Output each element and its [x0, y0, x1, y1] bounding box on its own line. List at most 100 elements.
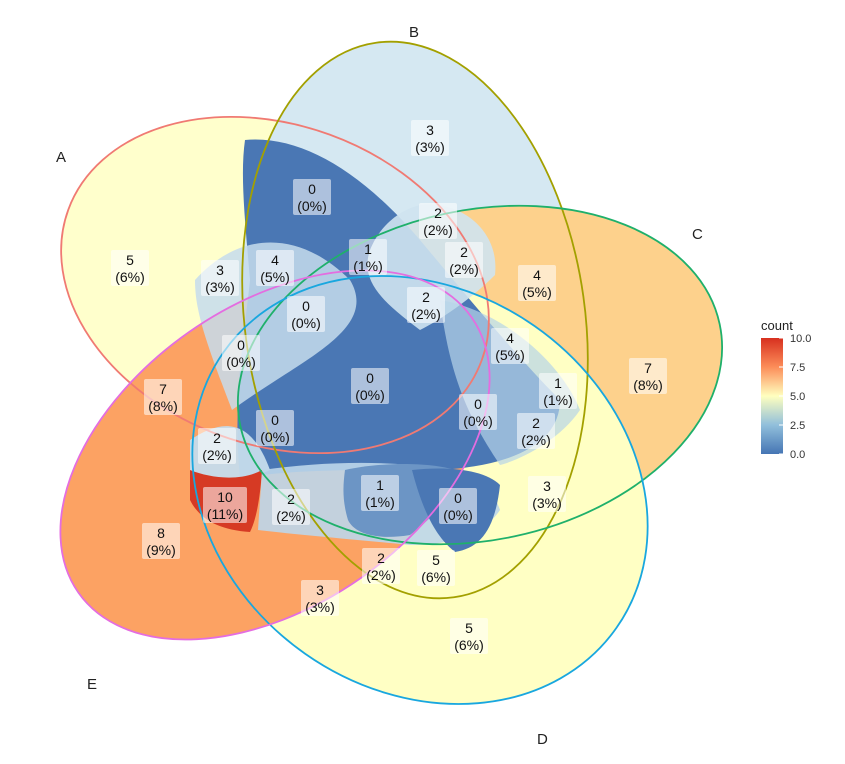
region-percent: (2%) — [411, 306, 441, 322]
region-label-ad: 4(5%) — [256, 250, 294, 286]
region-label-box — [222, 335, 260, 371]
region-count: 5 — [432, 552, 440, 568]
region-percent: (2%) — [423, 222, 453, 238]
region-percent: (0%) — [355, 387, 385, 403]
region-count: 2 — [213, 430, 221, 446]
set-label-c: C — [692, 226, 703, 243]
region-label-box — [491, 328, 529, 364]
region-label-box — [256, 410, 294, 446]
region-label-box — [142, 523, 180, 559]
region-label-cd2: 4(5%) — [491, 328, 529, 364]
region-label-bc: 4(5%) — [518, 265, 556, 301]
region-label-box — [419, 203, 457, 239]
region-label-box — [111, 250, 149, 286]
region-count: 0 — [308, 181, 316, 197]
set-label-e: E — [87, 676, 97, 693]
region-label-box — [411, 120, 449, 156]
region-percent: (6%) — [454, 637, 484, 653]
legend-ticks: 10.0 7.5 5.0 2.5 0.0 — [779, 333, 811, 461]
region-percent: (3%) — [205, 279, 235, 295]
region-label-ae2: 10(11%) — [203, 487, 247, 523]
region-label-ace: 2(2%) — [272, 489, 310, 525]
region-label-abcde: 0(0%) — [351, 368, 389, 404]
region-label-box — [518, 265, 556, 301]
region-percent: (6%) — [421, 569, 451, 585]
region-count: 5 — [126, 252, 134, 268]
region-percent: (2%) — [276, 508, 306, 524]
region-label-box — [203, 487, 247, 523]
region-percent: (2%) — [521, 432, 551, 448]
region-label-box — [201, 260, 239, 296]
color-legend: count 10.0 7.5 5.0 2.5 0.0 — [761, 318, 811, 461]
set-e-outline — [59, 269, 491, 641]
region-label-e: 8(9%) — [142, 523, 180, 559]
region-count: 7 — [644, 360, 652, 376]
region-count: 3 — [426, 122, 434, 138]
region-label-ab: 0(0%) — [293, 179, 331, 215]
region-count: 2 — [532, 415, 540, 431]
region-label-abe: 0(0%) — [287, 296, 325, 332]
region-percent: (11%) — [207, 506, 243, 522]
legend-tick-label: 5.0 — [790, 391, 805, 403]
region-label-c: 7(8%) — [629, 358, 667, 394]
region-count: 5 — [465, 620, 473, 636]
region-percent: (0%) — [260, 429, 290, 445]
region-count: 0 — [454, 490, 462, 506]
region-label-abce: 2(2%) — [445, 242, 483, 278]
region-label-be: 3(3%) — [201, 260, 239, 296]
region-percent: (6%) — [115, 269, 145, 285]
region-count: 0 — [302, 298, 310, 314]
region-label-acde2: 1(1%) — [361, 475, 399, 511]
region-label-de: 3(3%) — [301, 580, 339, 616]
region-count: 0 — [366, 370, 374, 386]
region-count: 4 — [271, 252, 279, 268]
set-label-b: B — [409, 24, 419, 41]
region-label-box — [351, 368, 389, 404]
region-percent: (5%) — [260, 269, 290, 285]
region-count: 3 — [216, 262, 224, 278]
region-label-d: 5(6%) — [450, 618, 488, 654]
set-label-d: D — [537, 731, 548, 748]
region-percent: (3%) — [305, 599, 335, 615]
region-label-b: 3(3%) — [411, 120, 449, 156]
region-label-ae: 7(8%) — [144, 379, 182, 415]
region-percent: (0%) — [291, 315, 321, 331]
region-count: 2 — [422, 289, 430, 305]
region-label-bc2: 2(2%) — [407, 287, 445, 323]
region-labels: 5(6%)3(3%)7(8%)5(6%)8(9%)0(0%)3(3%)4(5%)… — [111, 120, 667, 654]
region-percent: (1%) — [353, 258, 383, 274]
region-percent: (8%) — [148, 398, 178, 414]
region-label-box — [450, 618, 488, 654]
legend-tick-label: 10.0 — [790, 333, 811, 345]
region-percent: (2%) — [366, 567, 396, 583]
legend-colorbar — [761, 338, 783, 454]
region-label-box — [287, 296, 325, 332]
region-label-box — [144, 379, 182, 415]
legend-tick-label: 2.5 — [790, 420, 805, 432]
legend-tick-label: 0.0 — [790, 449, 805, 461]
set-label-a: A — [56, 149, 66, 166]
region-label-bcd2: 0(0%) — [439, 488, 477, 524]
region-label-abde: 2(2%) — [198, 428, 236, 464]
region-count: 2 — [434, 205, 442, 221]
region-percent: (3%) — [415, 139, 445, 155]
region-count: 0 — [237, 337, 245, 353]
region-label-box — [517, 413, 555, 449]
region-label-abd: 1(1%) — [349, 239, 387, 275]
region-count: 3 — [316, 582, 324, 598]
region-count: 8 — [157, 525, 165, 541]
region-label-box — [198, 428, 236, 464]
region-label-box — [439, 488, 477, 524]
region-percent: (9%) — [146, 542, 176, 558]
legend-tick-label: 7.5 — [790, 362, 805, 374]
set-labels: A B C D E — [56, 24, 703, 748]
region-count: 3 — [543, 478, 551, 494]
region-label-box — [349, 239, 387, 275]
region-label-cd: 3(3%) — [528, 476, 566, 512]
region-percent: (5%) — [495, 347, 525, 363]
region-label-acde: 2(2%) — [517, 413, 555, 449]
region-count: 2 — [460, 244, 468, 260]
region-count: 1 — [376, 477, 384, 493]
region-percent: (0%) — [226, 354, 256, 370]
region-count: 0 — [474, 396, 482, 412]
